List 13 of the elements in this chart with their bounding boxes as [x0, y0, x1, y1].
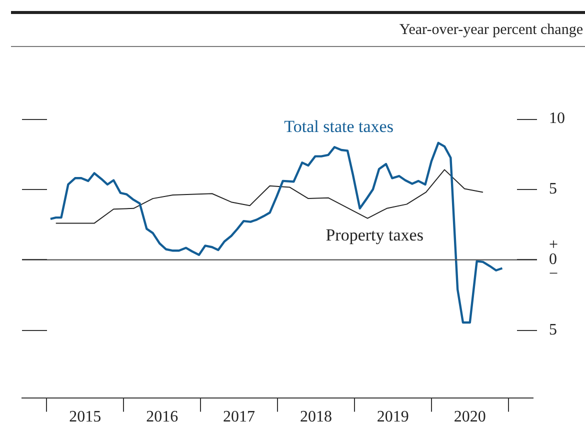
y-tick-label: 10 — [549, 110, 565, 128]
series-label: Property taxes — [326, 226, 424, 245]
series-label: Total state taxes — [284, 116, 394, 136]
y-tick-label: 5 — [549, 180, 557, 198]
y-axis-title: Year-over-year percent change — [399, 22, 583, 39]
y-tick-label: + 0 − — [549, 236, 558, 282]
x-tick-label: 2016 — [146, 408, 178, 423]
x-tick-label: 2018 — [300, 408, 332, 423]
x-tick-label: 2019 — [376, 408, 409, 423]
x-tick-label: 2020 — [454, 408, 486, 423]
x-tick-label: 2015 — [69, 408, 102, 423]
y-tick-label: 5 — [549, 321, 557, 338]
x-tick-label: 2017 — [223, 408, 256, 423]
